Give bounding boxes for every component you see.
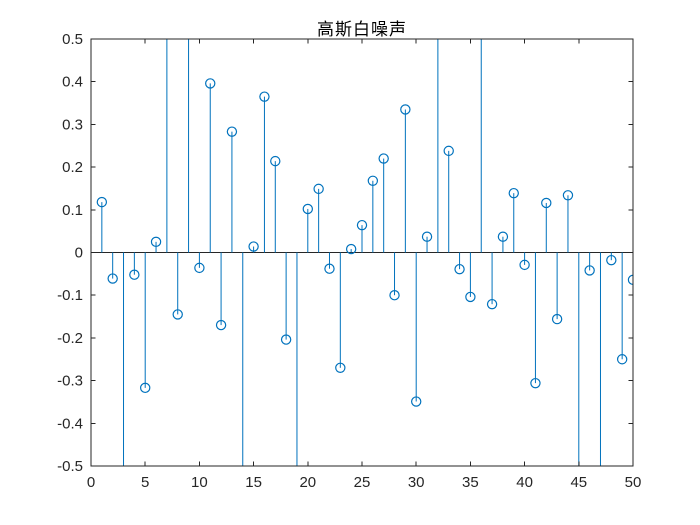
- y-tick-label: -0.4: [57, 415, 83, 432]
- y-tick-label: -0.1: [57, 287, 83, 304]
- y-tick-label: 0.4: [62, 74, 83, 91]
- x-tick-label: 35: [462, 474, 479, 491]
- stem-marker: [96, 196, 108, 208]
- stem-marker: [119, 513, 128, 522]
- y-tick-label: 0.1: [62, 202, 83, 219]
- stem-marker: [433, 5, 442, 14]
- stem-marker: [454, 263, 465, 275]
- stem-marker: [411, 396, 422, 407]
- stem-marker: [356, 219, 368, 231]
- stem-marker: [497, 231, 509, 242]
- stem-marker: [226, 126, 238, 137]
- stem-marker: [150, 236, 162, 248]
- stem-marker: [627, 274, 633, 286]
- x-tick-label: 45: [570, 474, 587, 491]
- stem-marker: [400, 104, 411, 115]
- stem-marker: [139, 382, 151, 394]
- stem-marker: [486, 298, 498, 310]
- stem-marker: [172, 309, 183, 320]
- x-tick-label: 15: [245, 474, 262, 491]
- stem-marker: [530, 377, 541, 389]
- stem-marker: [421, 231, 433, 242]
- stem-marker: [335, 362, 346, 373]
- chart-title: 高斯白噪声: [317, 20, 407, 39]
- stem-marker: [270, 155, 281, 167]
- stem-marker: [606, 254, 617, 266]
- stem-marker: [313, 183, 324, 195]
- stem-marker: [465, 291, 476, 303]
- stem-marker: [205, 78, 216, 89]
- x-tick-label: 0: [87, 474, 95, 491]
- x-tick-label: 50: [625, 474, 642, 491]
- stem-marker: [324, 263, 335, 274]
- stem-marker: [389, 290, 400, 301]
- y-tick-label: -0.2: [57, 330, 83, 347]
- stem-marker: [259, 91, 270, 102]
- y-tick-label: 0: [75, 245, 83, 262]
- stem-marker: [562, 190, 574, 201]
- stem-series: [96, 0, 633, 522]
- stem-marker: [194, 262, 205, 274]
- stem-marker: [519, 259, 530, 271]
- y-tick-label: 0.3: [62, 116, 83, 133]
- stem-marker: [280, 334, 292, 345]
- y-tick-label: 0.2: [62, 159, 83, 176]
- stem-marker: [302, 203, 313, 215]
- stem-marker: [107, 273, 118, 284]
- x-tick-label: 5: [141, 474, 149, 491]
- stem-marker: [248, 241, 259, 252]
- stem-marker: [508, 187, 519, 199]
- stem-marker: [616, 354, 628, 365]
- stem-marker: [238, 504, 247, 513]
- stem-marker: [584, 265, 595, 276]
- stem-marker: [378, 153, 389, 164]
- stem-marker: [541, 197, 552, 209]
- x-tick-label: 20: [299, 474, 316, 491]
- x-tick-label: 10: [191, 474, 208, 491]
- y-tick-label: -0.3: [57, 373, 83, 390]
- stem-marker: [215, 319, 227, 331]
- x-tick-label: 30: [408, 474, 425, 491]
- stem-marker: [443, 145, 454, 157]
- y-tick-label: 0.5: [62, 31, 83, 48]
- y-tick-label: -0.5: [57, 458, 83, 475]
- stem-marker: [574, 496, 583, 505]
- stem-marker: [162, 0, 171, 9]
- stem-marker: [477, 0, 486, 1]
- x-tick-label: 40: [516, 474, 533, 491]
- stem-marker: [345, 243, 357, 255]
- stem-marker: [129, 269, 140, 280]
- x-tick-label: 25: [354, 474, 371, 491]
- stem-marker: [551, 313, 563, 325]
- stem-marker: [367, 175, 379, 186]
- stem-marker: [596, 504, 605, 513]
